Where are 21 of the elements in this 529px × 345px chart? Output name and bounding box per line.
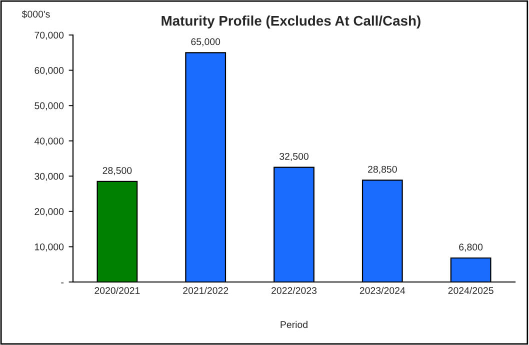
y-tick-label: 70,000 xyxy=(34,32,64,40)
y-tick-label: 20,000 xyxy=(34,208,64,216)
y-tick-label: 50,000 xyxy=(34,102,64,110)
data-label: 28,500 xyxy=(102,167,132,176)
y-tick-label: 60,000 xyxy=(34,67,64,76)
x-tick-label: 2021/2022 xyxy=(183,286,228,294)
x-tick-label: 2023/2024 xyxy=(360,286,406,294)
x-tick-label: 2022/2023 xyxy=(272,286,317,294)
y-tick-label: 10,000 xyxy=(34,243,64,252)
y-tick-label: - xyxy=(61,282,64,284)
data-label: 6,800 xyxy=(459,244,483,252)
chart-title: Maturity Profile (Excludes At Call/Cash) xyxy=(162,16,420,28)
data-label: 65,000 xyxy=(191,38,220,46)
x-tick-label: 2024/2025 xyxy=(448,286,494,294)
y-tick-label: 30,000 xyxy=(34,172,64,181)
y-tick-label: 40,000 xyxy=(34,138,64,146)
data-label: 28,850 xyxy=(368,166,397,174)
x-axis-title: Period xyxy=(280,320,308,328)
data-label: 32,500 xyxy=(280,152,308,161)
y-axis-title: $000's xyxy=(22,10,50,18)
x-tick-label: 2020/2021 xyxy=(94,286,140,294)
